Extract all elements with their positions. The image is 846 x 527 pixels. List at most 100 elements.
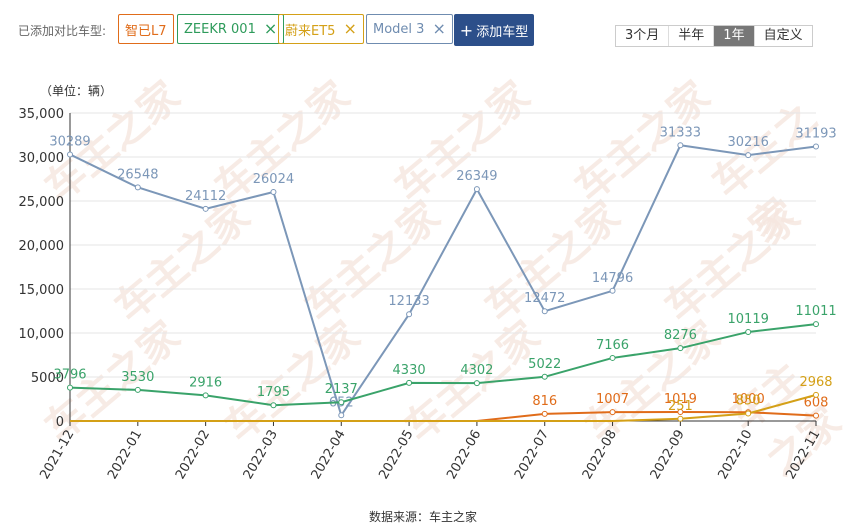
data-label: 26349 bbox=[456, 169, 497, 184]
y-tick-label: 0 bbox=[56, 415, 64, 430]
y-tick-label: 35,000 bbox=[19, 107, 65, 122]
data-source: 数据来源：车主之家 bbox=[368, 510, 477, 524]
data-point bbox=[609, 287, 616, 294]
data-point bbox=[745, 328, 752, 335]
data-point bbox=[202, 205, 209, 212]
data-label: 1000 bbox=[732, 392, 765, 407]
data-label: 8276 bbox=[664, 328, 697, 343]
y-tick-label: 10,000 bbox=[19, 327, 65, 342]
range-custom[interactable]: 自定义 bbox=[763, 28, 803, 43]
toolbar: 已添加对比车型: 智已L7 ZEEKR 001 × 蔚来ET5 × Model … bbox=[0, 0, 846, 56]
x-tick-label: 2022-06 bbox=[444, 427, 484, 482]
add-model-label: 添加车型 bbox=[476, 24, 529, 40]
plus-icon: + bbox=[459, 20, 474, 40]
data-point bbox=[338, 399, 345, 406]
data-point bbox=[541, 410, 548, 417]
data-label: 26548 bbox=[117, 167, 158, 182]
data-point bbox=[134, 386, 141, 393]
data-label: 31193 bbox=[795, 127, 836, 142]
data-point bbox=[813, 391, 819, 398]
data-point bbox=[202, 392, 209, 399]
x-tick-label: 2022-03 bbox=[241, 428, 281, 483]
data-label: 24112 bbox=[185, 189, 226, 204]
close-icon[interactable]: × bbox=[263, 19, 278, 38]
data-point bbox=[813, 412, 819, 419]
tag-model-3[interactable]: Model 3 × bbox=[366, 14, 453, 44]
data-label: 816 bbox=[532, 394, 557, 409]
data-label: 14796 bbox=[592, 271, 633, 286]
x-tick-label: 2022-09 bbox=[648, 428, 688, 483]
data-label: 2968 bbox=[799, 375, 832, 390]
series-line bbox=[69, 144, 817, 418]
data-label: 3796 bbox=[53, 368, 86, 383]
unit-label: （单位：辆） bbox=[40, 84, 113, 98]
data-point bbox=[473, 186, 480, 193]
x-tick-label: 2022-08 bbox=[580, 428, 620, 483]
data-label: 2137 bbox=[325, 382, 358, 397]
x-tick-label: 2022-07 bbox=[512, 428, 552, 483]
tag-nio-et5[interactable]: 蔚来ET5 × bbox=[278, 14, 364, 44]
close-icon[interactable]: × bbox=[432, 19, 446, 38]
data-label: 12133 bbox=[388, 294, 429, 309]
y-tick-label: 15,000 bbox=[19, 283, 65, 298]
range-3-months[interactable]: 3个月 bbox=[616, 26, 670, 46]
y-tick-label: 20,000 bbox=[19, 239, 65, 254]
data-label: 4302 bbox=[460, 363, 493, 378]
data-label: 5022 bbox=[528, 357, 561, 372]
data-point bbox=[270, 188, 277, 195]
data-label: 1795 bbox=[257, 385, 290, 400]
series-line bbox=[70, 393, 817, 422]
data-label: 30216 bbox=[728, 135, 769, 150]
x-tick-label: 2022-04 bbox=[309, 428, 349, 483]
data-point bbox=[745, 410, 752, 417]
data-label: 26024 bbox=[253, 172, 294, 187]
data-label: 31333 bbox=[660, 125, 701, 140]
data-point bbox=[406, 311, 413, 318]
tag-label: 蔚来ET5 bbox=[285, 23, 336, 39]
data-point bbox=[541, 373, 548, 380]
data-point bbox=[677, 415, 684, 422]
tag-label: 智已L7 bbox=[125, 23, 167, 39]
data-point bbox=[541, 308, 548, 315]
tag-zeekr-001[interactable]: ZEEKR 001 × bbox=[177, 14, 285, 44]
data-label: 30289 bbox=[49, 134, 90, 149]
x-tick-label: 2022-02 bbox=[173, 428, 213, 483]
data-point bbox=[270, 402, 277, 409]
data-label: 7166 bbox=[596, 338, 629, 353]
range-1-year[interactable]: 1年 bbox=[714, 26, 755, 46]
data-label: 3530 bbox=[121, 370, 154, 385]
tag-label: ZEEKR 001 bbox=[184, 21, 256, 37]
y-tick-label: 25,000 bbox=[19, 195, 65, 210]
data-point bbox=[338, 412, 345, 419]
data-point bbox=[473, 380, 480, 387]
data-point bbox=[67, 384, 73, 391]
y-tick-label: 30,000 bbox=[19, 151, 65, 166]
data-point bbox=[677, 345, 684, 352]
data-label: 2916 bbox=[189, 375, 222, 390]
data-label: 4330 bbox=[393, 363, 426, 378]
data-label: 251 bbox=[668, 399, 693, 414]
x-tick-label: 2022-01 bbox=[105, 428, 145, 483]
data-point bbox=[813, 143, 819, 150]
data-label: 1007 bbox=[596, 392, 629, 407]
x-tick-label: 2022-10 bbox=[715, 428, 755, 483]
data-point bbox=[677, 142, 684, 149]
y-tick-label: 5000 bbox=[31, 371, 64, 386]
tag-label: Model 3 bbox=[373, 21, 425, 37]
series-line bbox=[69, 323, 817, 407]
data-point bbox=[67, 151, 73, 158]
data-label: 608 bbox=[804, 396, 829, 411]
data-label: 850 bbox=[736, 394, 761, 409]
data-point bbox=[813, 321, 819, 328]
data-label: 11011 bbox=[795, 304, 836, 319]
data-point bbox=[609, 354, 616, 361]
x-tick-label: 2021-12 bbox=[37, 428, 77, 483]
range-half-year[interactable]: 半年 bbox=[669, 26, 715, 46]
close-icon[interactable]: × bbox=[343, 19, 357, 38]
add-model-button[interactable]: + 添加车型 bbox=[454, 14, 534, 46]
x-tick-label: 2022-05 bbox=[376, 428, 416, 483]
data-point bbox=[609, 409, 616, 416]
tag-model-l7[interactable]: 智已L7 bbox=[118, 14, 174, 44]
compare-label: 已添加对比车型: bbox=[18, 24, 107, 38]
